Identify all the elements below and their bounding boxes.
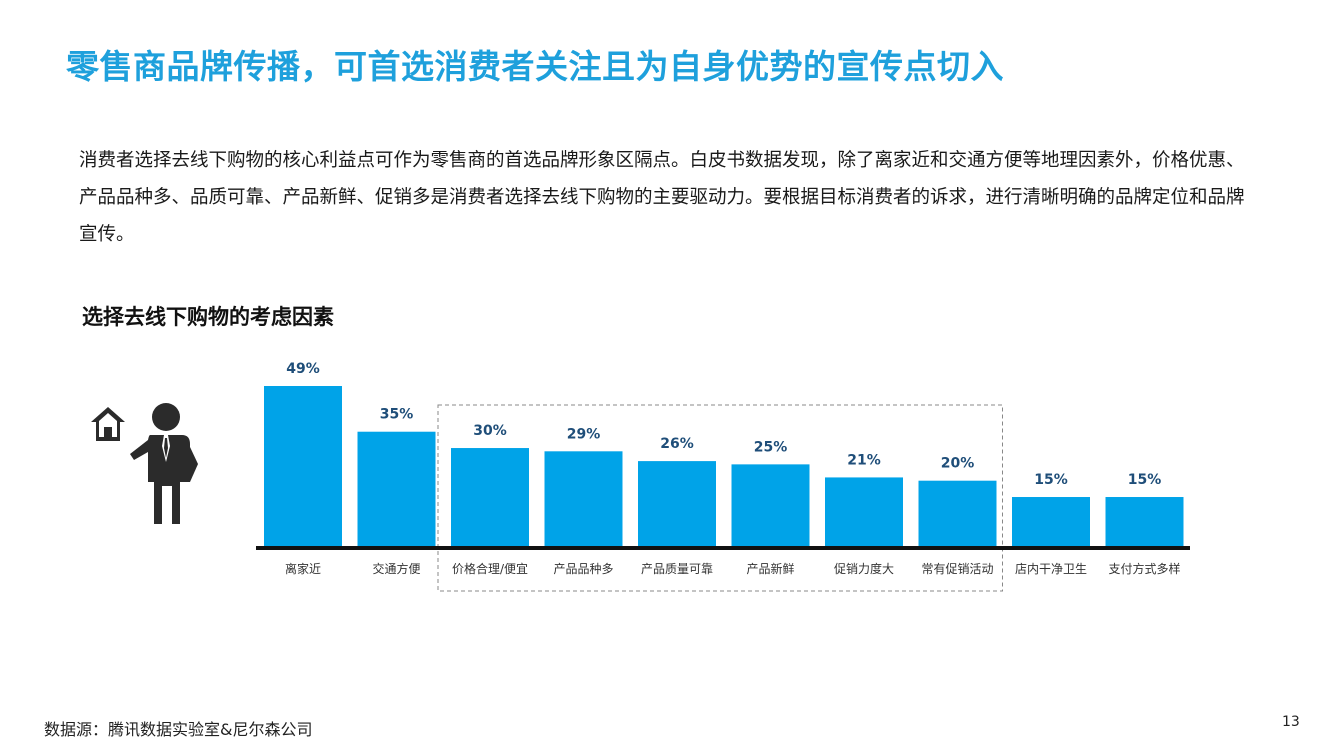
businessman-icon: [128, 402, 198, 527]
category-label: 常有促销活动: [921, 562, 993, 576]
data-label: 35%: [380, 407, 414, 423]
bar: [638, 461, 716, 546]
data-label: 25%: [754, 439, 788, 455]
data-label: 20%: [941, 456, 975, 472]
data-label: 26%: [660, 436, 694, 452]
body-paragraph: 消费者选择去线下购物的核心利益点可作为零售商的首选品牌形象区隔点。白皮书数据发现…: [79, 150, 1245, 245]
bar: [451, 448, 529, 546]
data-label: 15%: [1034, 472, 1068, 488]
data-label: 15%: [1128, 472, 1162, 488]
bar: [1012, 497, 1090, 546]
category-label: 离家近: [285, 561, 321, 576]
page-number: 13: [1282, 714, 1300, 730]
chart-title: 选择去线下购物的考虑因素: [82, 305, 334, 329]
data-source: 数据源：腾讯数据实验室&尼尔森公司: [44, 720, 313, 739]
bar: [918, 480, 997, 546]
category-label: 支付方式多样: [1108, 561, 1180, 576]
data-label: 29%: [567, 426, 601, 442]
data-label: 21%: [847, 452, 881, 468]
bar: [1105, 497, 1184, 546]
category-label: 价格合理/便宜: [452, 561, 528, 576]
highlight-box: [437, 404, 1003, 592]
category-label: 店内干净卫生: [1015, 562, 1087, 576]
house-icon: [88, 404, 128, 444]
data-label: 30%: [473, 423, 507, 439]
category-label: 促销力度大: [834, 561, 894, 576]
bar: [264, 386, 342, 546]
bar: [544, 451, 623, 546]
bar: [825, 477, 903, 546]
bar: [357, 431, 436, 546]
category-label: 产品新鲜: [746, 561, 794, 576]
bar: [731, 464, 810, 546]
category-label: 产品质量可靠: [641, 562, 713, 576]
slide-title: 零售商品牌传播，可首选消费者关注且为自身优势的宣传点切入: [66, 47, 1004, 86]
category-label: 交通方便: [372, 561, 420, 576]
category-label: 产品品种多: [553, 562, 613, 576]
data-label: 49%: [286, 361, 320, 377]
